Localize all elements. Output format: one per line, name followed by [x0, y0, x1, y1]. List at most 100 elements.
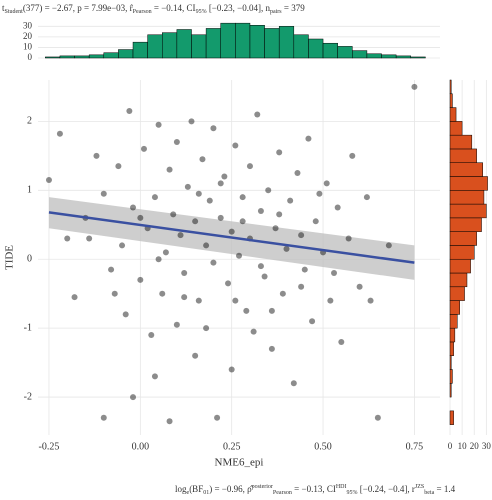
histogram-bar — [103, 52, 119, 59]
scatter-point — [239, 194, 246, 201]
histogram-bar — [449, 327, 456, 343]
histogram-bar — [59, 55, 75, 59]
scatter-point — [166, 166, 173, 173]
scatter-point — [225, 280, 232, 287]
scatter-point — [148, 332, 155, 339]
scatter-point — [217, 180, 224, 187]
histogram-bar — [381, 54, 397, 59]
text-run: = 1.4 — [434, 484, 455, 494]
histogram-bar — [162, 32, 178, 59]
histogram-bar — [449, 176, 488, 191]
scatter-point — [265, 187, 272, 194]
scatter-point — [411, 83, 418, 90]
scatter-point — [228, 228, 235, 235]
histogram-bar — [449, 148, 477, 163]
text-run: log — [175, 484, 187, 494]
scatter-point — [192, 352, 199, 359]
histogram-bar — [449, 272, 468, 288]
subscript: Pearson — [133, 9, 152, 15]
histogram-bar — [410, 56, 426, 59]
text-run: (BF — [189, 484, 203, 494]
scatter-point — [312, 218, 319, 225]
scatter-point — [126, 108, 133, 115]
scatter-point — [56, 130, 63, 137]
scatter-point — [184, 183, 191, 190]
histogram-bar — [449, 369, 453, 384]
histogram-bar — [449, 162, 483, 177]
scatter-point — [203, 325, 210, 332]
superscript: posterior — [252, 484, 273, 490]
subscript: beta — [424, 490, 434, 496]
scatter-point — [276, 211, 283, 218]
scatter-point — [272, 225, 279, 232]
histogram-bar — [449, 107, 457, 122]
scatter-point — [173, 139, 180, 146]
histogram-bar — [118, 49, 134, 59]
histogram-bar — [449, 121, 463, 136]
subscript: Pearson — [273, 490, 292, 496]
scatter-point — [228, 366, 235, 373]
scatter-point — [257, 263, 264, 270]
scatter-point — [181, 294, 188, 301]
scatter-point — [250, 328, 257, 335]
histogram-bar — [449, 300, 460, 315]
scatter-point — [181, 270, 188, 277]
text-run: = −0.13, CI — [292, 484, 336, 494]
scatter-point — [45, 176, 52, 183]
scatter-point — [151, 373, 158, 380]
scatter-point — [195, 190, 202, 197]
x-tick-label: 0.75 — [406, 441, 424, 452]
x-tick-label: 0.00 — [132, 441, 150, 452]
histogram-bar — [395, 55, 412, 59]
histogram-bar — [132, 41, 148, 59]
scatter-point — [334, 204, 341, 211]
superscript: JZS — [415, 484, 424, 490]
histogram-bar — [449, 231, 477, 246]
histogram-bar — [449, 79, 452, 95]
scatter-point — [137, 276, 144, 283]
scatter-point — [327, 297, 334, 304]
subscript: e — [187, 490, 190, 496]
y-tick-label: 2 — [27, 116, 32, 127]
scatter-point — [345, 235, 352, 242]
scatter-point — [173, 321, 180, 328]
scatter-point — [71, 294, 78, 301]
scatter-point — [367, 297, 374, 304]
x-tick-label: 0 — [448, 441, 453, 451]
scatter-point — [188, 118, 195, 125]
scatter-point — [108, 266, 115, 273]
subscript: 95% — [196, 9, 207, 15]
histogram-bar — [449, 410, 454, 425]
scatter-point — [283, 245, 290, 252]
y-tick-label: 0 — [27, 254, 32, 265]
scatter-point — [246, 163, 253, 170]
histogram-bar — [352, 50, 368, 59]
y-tick-label: 10 — [23, 42, 33, 52]
text-run: [−0.23, −0.04], n — [207, 3, 271, 13]
histogram-bar — [147, 34, 163, 59]
scatter-point — [130, 394, 137, 401]
histogram-bar — [449, 383, 452, 398]
scatter-point — [243, 307, 250, 314]
histogram-bar — [235, 22, 251, 59]
histogram-bar — [191, 34, 207, 59]
superscript: HDI — [336, 484, 347, 490]
scatter-point — [130, 204, 137, 211]
scatter-point — [309, 318, 316, 325]
scatter-point — [64, 235, 71, 242]
scatter-point — [268, 307, 275, 314]
text-run: ) = −0.96, ρ̂ — [209, 484, 253, 494]
scatter-point — [279, 290, 286, 297]
scatter-point — [195, 297, 202, 304]
scatter-point — [122, 311, 129, 318]
histogram-bar — [366, 53, 382, 59]
scatter-point — [100, 190, 107, 197]
scatter-point — [305, 135, 312, 142]
histogram-bar — [449, 203, 487, 219]
histogram-bar — [220, 22, 236, 59]
subscript: pairs — [270, 9, 282, 15]
y-tick-label: -1 — [24, 322, 32, 333]
histogram-bar — [176, 29, 192, 59]
scatter-point — [298, 283, 305, 290]
